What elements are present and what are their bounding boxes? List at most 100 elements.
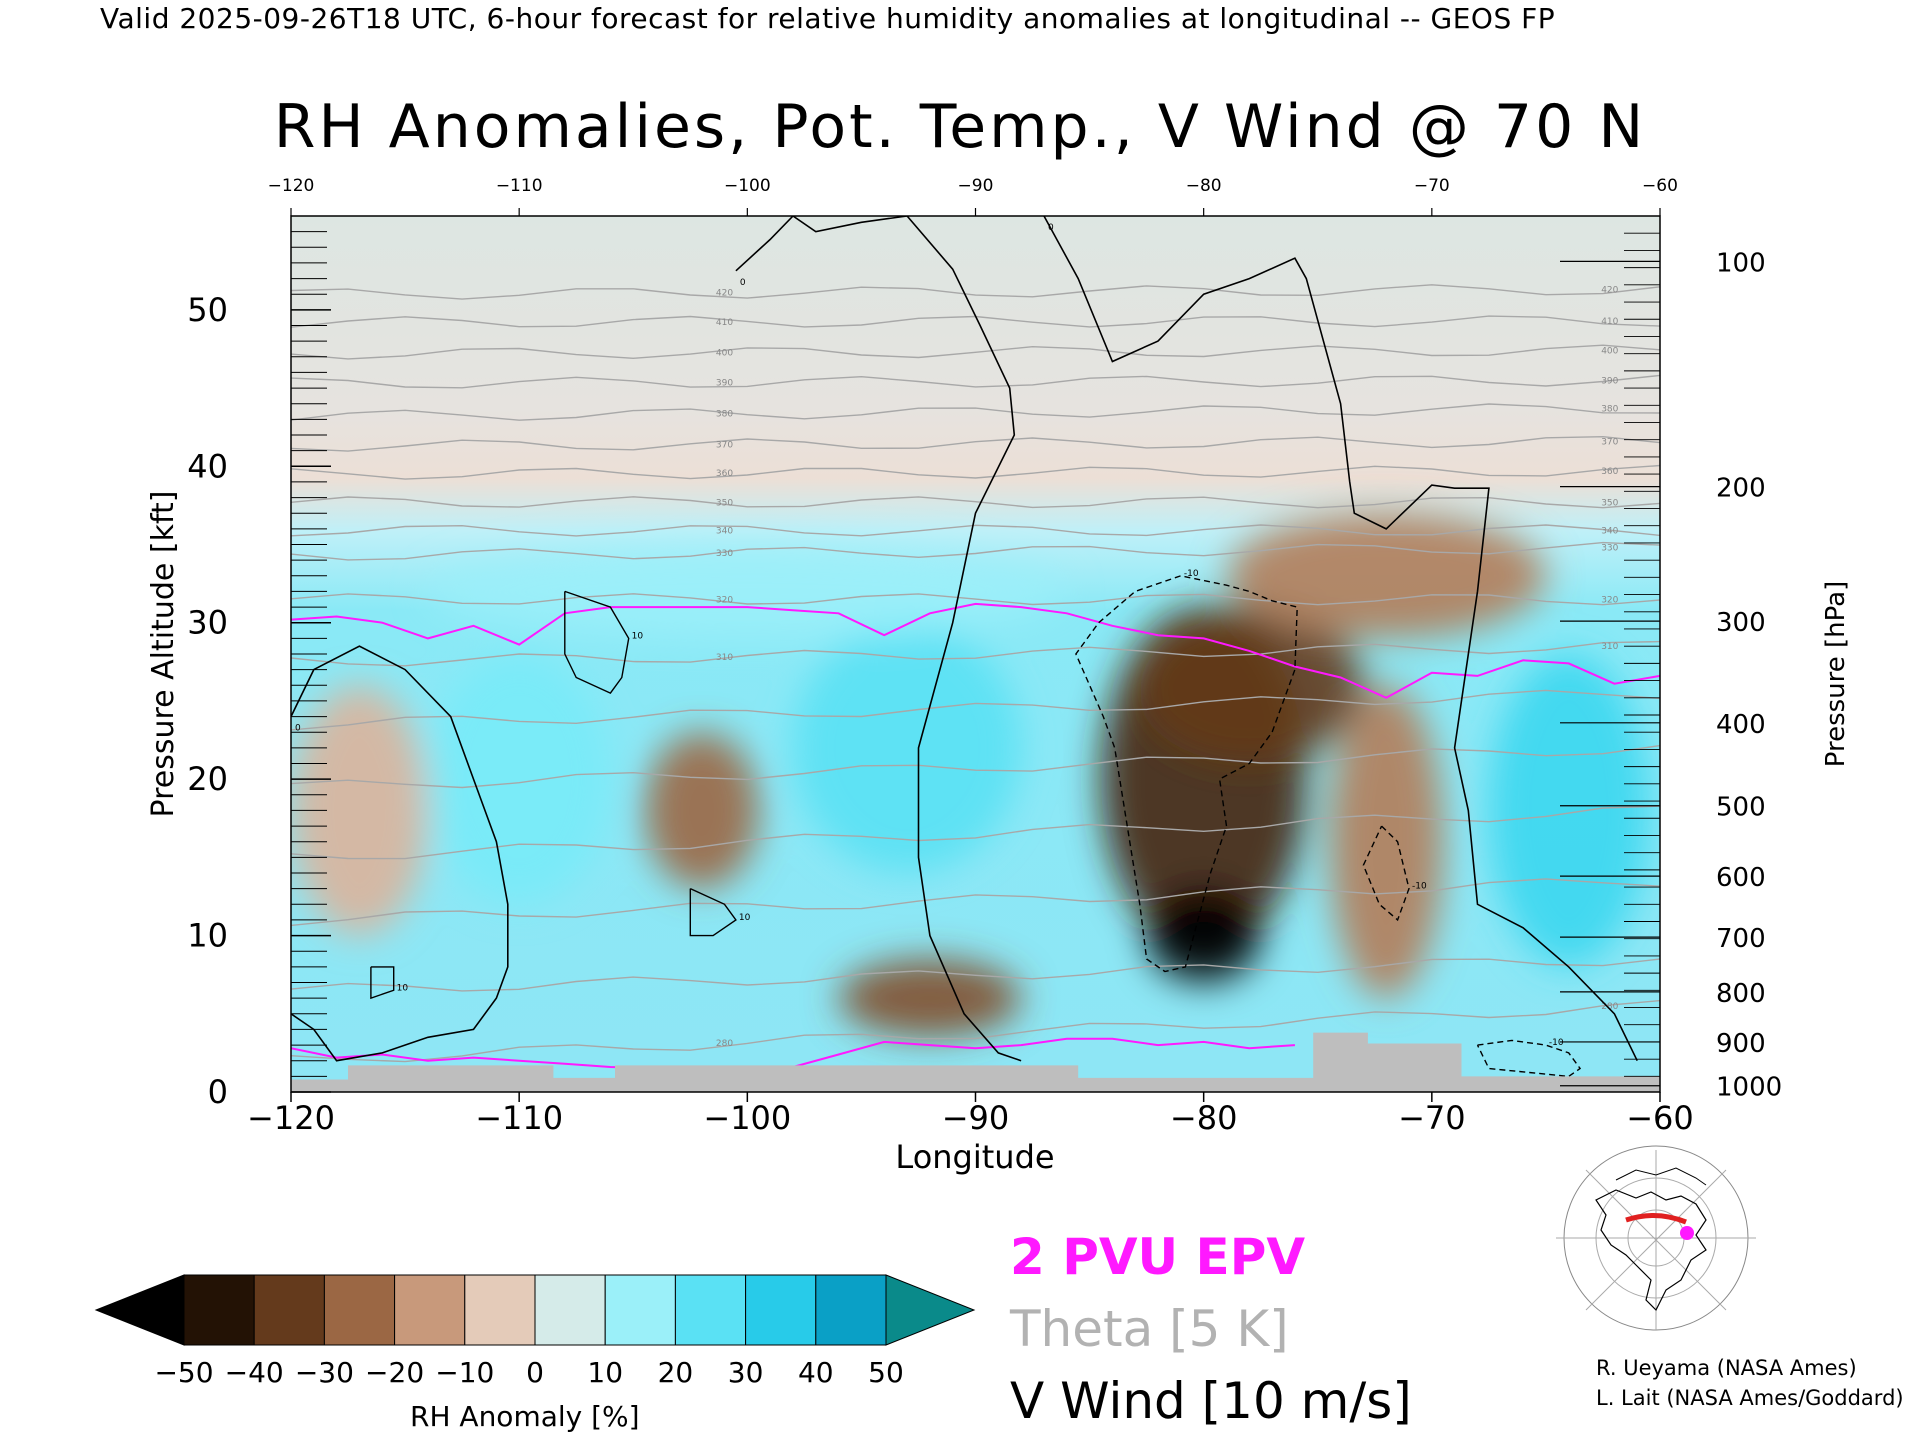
colorbar-tick-label: −50 — [154, 1356, 213, 1389]
theta-label: 400 — [1601, 347, 1618, 357]
theta-label: 360 — [716, 469, 733, 479]
vwind-ten-contour — [370, 966, 395, 1000]
plot-area: 280 280 310 310 320 320 330 330 340 340 350 350 360 3… — [291, 216, 1660, 1092]
pressure-tick-label: 400 — [1716, 710, 1766, 740]
colorbar-cell — [674, 1274, 747, 1346]
theta-label: 320 — [1601, 595, 1618, 605]
theta-contour — [291, 689, 1660, 731]
rh-anomaly-blob — [1226, 513, 1546, 639]
credit-line-2: L. Lait (NASA Ames/Goddard) — [1596, 1386, 1904, 1410]
y2-axis-label: Pressure [hPa] — [1821, 581, 1851, 768]
y-tick-label: 40 — [187, 447, 228, 485]
rh-anomaly-blob — [1329, 685, 1444, 999]
colorbar-tick-label: −10 — [435, 1356, 494, 1389]
y-axis-label: Pressure Altitude [kft] — [146, 491, 181, 818]
vwind-contours: 0 0 0 -10 -10 -10 10 10 10 — [291, 216, 1638, 1078]
colorbar-cell — [815, 1274, 887, 1346]
chart-title: RH Anomalies, Pot. Temp., V Wind @ 70 N — [273, 92, 1647, 162]
colorbar-min-arrow — [94, 1274, 185, 1346]
x-tick-label: −60 — [1626, 1099, 1694, 1137]
legend-theta: Theta [5 K] — [1010, 1300, 1289, 1358]
y-tick-label: 20 — [187, 760, 228, 798]
x-tick-label: −110 — [475, 1099, 563, 1137]
theta-contour — [291, 496, 1660, 509]
pressure-tick-label: 1000 — [1716, 1073, 1782, 1103]
theta-label: 390 — [1601, 376, 1618, 386]
theta-label: 380 — [1601, 404, 1618, 414]
pressure-tick-label: 300 — [1716, 608, 1766, 638]
theta-contour — [291, 403, 1660, 421]
theta-label: 340 — [1601, 526, 1618, 536]
theta-label: 420 — [716, 289, 733, 299]
terrain — [291, 1032, 1660, 1092]
vwind-label: 10 — [632, 631, 644, 641]
theta-label: 280 — [1601, 1002, 1618, 1012]
colorbar-cell — [253, 1274, 325, 1346]
theta-label: 410 — [1601, 317, 1618, 327]
theta-label: 310 — [1601, 642, 1618, 652]
colorbar-cell — [604, 1274, 676, 1346]
theta-contour — [291, 374, 1660, 389]
colorbar-cell — [534, 1274, 606, 1346]
terrain-fill — [291, 1032, 1660, 1092]
credit-line-1: R. Ueyama (NASA Ames) — [1596, 1356, 1857, 1380]
theta-label: 330 — [1601, 544, 1618, 554]
colorbar-tick-label: 40 — [798, 1356, 834, 1389]
pressure-tick-label: 600 — [1716, 863, 1766, 893]
top-caption: Valid 2025-09-26T18 UTC, 6-hour forecast… — [100, 2, 1556, 35]
pressure-tick-label: 900 — [1716, 1029, 1766, 1059]
x-tick-label: −90 — [942, 1099, 1010, 1137]
vwind-zero-contour — [1043, 216, 1638, 1062]
vwind-label: -10 — [1549, 1038, 1564, 1048]
theta-contour — [291, 541, 1660, 561]
theta-label: 350 — [1601, 498, 1618, 508]
theta-contour — [291, 284, 1660, 300]
theta-contour — [291, 593, 1660, 606]
pressure-tick-label: 700 — [1716, 924, 1766, 954]
theta-label: 340 — [716, 526, 733, 536]
colorbar: −50 −40 −30 −20 −10 0 10 20 30 40 50 — [94, 1274, 976, 1389]
theta-contour — [291, 464, 1660, 480]
theta-label: 390 — [716, 378, 733, 388]
theta-contour — [291, 805, 1660, 860]
vwind-label: 10 — [397, 983, 409, 993]
vwind-label: -10 — [1412, 882, 1427, 892]
vwind-ten-contour — [689, 887, 737, 937]
rh-anomaly-blob — [838, 959, 1022, 1038]
rh-anomaly-blob — [427, 654, 611, 905]
y-tick-label: 50 — [187, 291, 228, 329]
theta-label: 380 — [716, 410, 733, 420]
theta-contour — [291, 524, 1660, 537]
theta-label: 360 — [1601, 467, 1618, 477]
vwind-zero-contour — [291, 645, 509, 1062]
colorbar-tick-label: 10 — [587, 1356, 623, 1389]
x-tick-top-label: −80 — [1186, 176, 1222, 196]
theta-contour — [291, 640, 1660, 667]
colorbar-tick-label: −20 — [365, 1356, 424, 1389]
rh-anomaly-blob — [644, 732, 759, 889]
y-tick-label: 0 — [208, 1073, 228, 1111]
colorbar-tick-label: −40 — [225, 1356, 284, 1389]
rh-anomaly-blob — [1146, 888, 1261, 983]
rh-anomaly-blob — [427, 544, 1067, 639]
x-tick-top-label: −100 — [724, 176, 771, 196]
colorbar-tick-label: −30 — [295, 1356, 354, 1389]
vwind-ten-contour — [1362, 825, 1410, 922]
rh-anomaly-field — [291, 513, 1649, 1038]
pressure-tick-label: 500 — [1716, 793, 1766, 823]
colorbar-tick-label: 20 — [658, 1356, 694, 1389]
x-tick-top-label: −60 — [1642, 176, 1678, 196]
theta-label: 320 — [716, 595, 733, 605]
epv-2pvu-line — [291, 602, 1660, 699]
theta-label: 350 — [716, 498, 733, 508]
theta-contour — [291, 958, 1660, 992]
legend-vwind: V Wind [10 m/s] — [1010, 1372, 1412, 1430]
theta-contours: 280 280 310 310 320 320 330 330 340 340 350 350 360 3… — [291, 284, 1660, 1063]
colorbar-cell — [745, 1274, 817, 1346]
theta-label: 400 — [716, 349, 733, 359]
theta-contour — [291, 878, 1660, 927]
x-tick-label: −100 — [703, 1099, 791, 1137]
vwind-label: 10 — [739, 913, 751, 923]
pressure-tick-label: 200 — [1716, 474, 1766, 504]
colorbar-tick-label: 0 — [526, 1356, 544, 1389]
